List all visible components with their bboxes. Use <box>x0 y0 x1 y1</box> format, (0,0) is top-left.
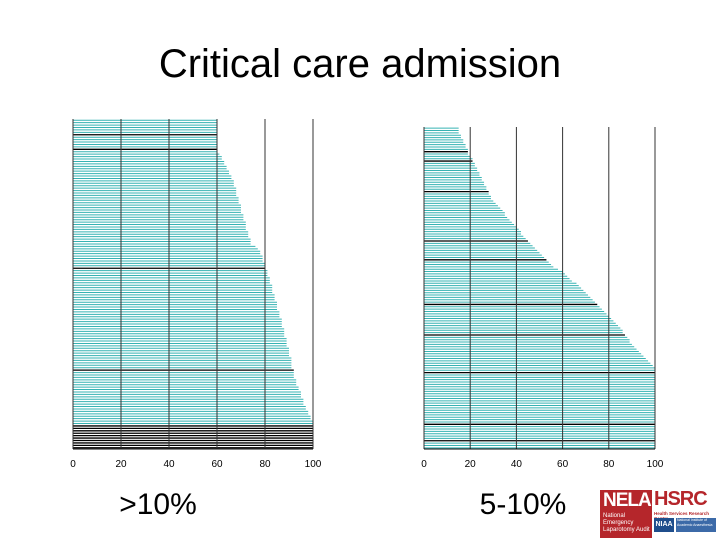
x-tick-label: 100 <box>647 459 664 470</box>
x-tick-label: 0 <box>70 459 76 470</box>
x-tick-label: 60 <box>557 459 569 470</box>
x-tick-label: 20 <box>465 459 477 470</box>
x-tick-label: 0 <box>421 459 427 470</box>
nela-logo: NELA National Emergency Laparotomy Audit <box>600 490 652 538</box>
hsrc-logo: HSRC Health Services Research Centre NIA… <box>654 488 716 538</box>
page-title: Critical care admission <box>158 42 562 86</box>
niaa-logo-subtext: National Institute of Academic Anaesthes… <box>676 518 716 532</box>
x-tick-label: 40 <box>163 459 175 470</box>
hsrc-logo-text: HSRC <box>654 488 708 510</box>
panel-mid: 0 20 40 60 80 100 <box>421 127 664 470</box>
x-tick-label: 40 <box>511 459 523 470</box>
x-tick-label: 100 <box>305 459 322 470</box>
logo-group: NELA National Emergency Laparotomy Audit… <box>600 488 718 538</box>
x-tick-label: 80 <box>603 459 615 470</box>
group-label-high: >10% <box>119 488 197 521</box>
x-tick-label: 20 <box>115 459 127 470</box>
panel-high: 0 20 40 60 80 100 <box>70 119 322 470</box>
nela-logo-text: NELA <box>603 490 652 511</box>
niaa-logo: NIAA <box>654 518 674 532</box>
group-label-mid: 5-10% <box>479 488 567 521</box>
nela-logo-subtext: National Emergency Laparotomy Audit <box>603 513 650 533</box>
x-tick-label: 60 <box>211 459 223 470</box>
x-tick-label: 80 <box>259 459 271 470</box>
